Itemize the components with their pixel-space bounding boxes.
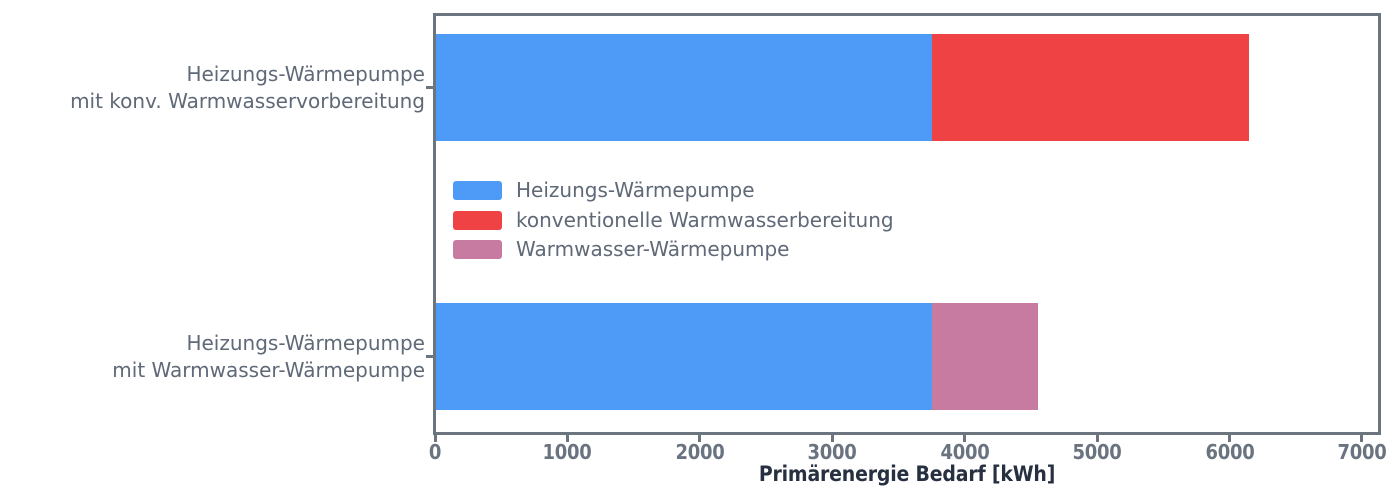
x-tick-label: 7000 <box>1337 440 1387 464</box>
legend-label: konventionelle Warmwasserbereitung <box>516 207 894 232</box>
x-tick <box>698 434 702 442</box>
x-tick-label: 1000 <box>542 440 592 464</box>
legend-item: Warmwasser-Wärmepumpe <box>453 237 894 261</box>
y-tick <box>426 355 435 358</box>
x-tick <box>1228 434 1232 442</box>
x-tick <box>565 434 569 442</box>
bar-segment <box>931 303 1038 410</box>
category-label: Heizungs-Wärmepumpe mit Warmwasser-Wärme… <box>112 330 425 382</box>
legend-label: Warmwasser-Wärmepumpe <box>516 237 790 261</box>
x-tick <box>1360 434 1364 442</box>
category-label: Heizungs-Wärmepumpe mit konv. Warmwasser… <box>70 61 425 113</box>
legend-swatch-icon <box>453 181 502 200</box>
legend-swatch-icon <box>453 210 502 230</box>
legend: Heizungs-Wärmepumpe konventionelle Warmwa… <box>453 178 894 270</box>
legend-item: Heizungs-Wärmepumpe <box>453 178 894 202</box>
x-axis-label: Primärenergie Bedarf [kWh] <box>758 462 1056 486</box>
legend-item: konventionelle Warmwasserbereitung <box>453 207 894 232</box>
x-tick <box>433 434 437 442</box>
x-tick-label: 5000 <box>1072 440 1122 464</box>
bar-segment <box>931 34 1250 141</box>
bar-segment <box>435 303 932 410</box>
x-tick-label: 6000 <box>1205 440 1255 464</box>
x-tick <box>1095 434 1099 442</box>
x-tick-label: 3000 <box>807 440 857 464</box>
x-tick-label: 4000 <box>940 440 990 464</box>
x-tick-label: 2000 <box>675 440 725 464</box>
legend-label: Heizungs-Wärmepumpe <box>516 178 755 202</box>
x-tick <box>963 434 967 442</box>
y-tick <box>426 86 435 89</box>
x-tick-label: 0 <box>428 440 442 464</box>
x-tick <box>830 434 834 442</box>
bar-segment <box>435 34 932 141</box>
legend-swatch-icon <box>453 240 502 259</box>
